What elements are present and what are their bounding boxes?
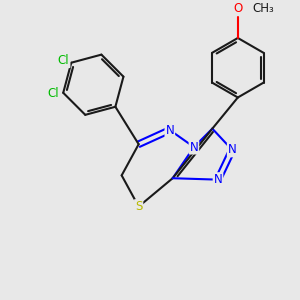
- Text: S: S: [135, 200, 142, 213]
- Text: CH₃: CH₃: [253, 2, 274, 15]
- Text: Cl: Cl: [47, 87, 58, 100]
- Text: O: O: [233, 2, 242, 15]
- Text: N: N: [228, 143, 236, 156]
- Text: N: N: [166, 124, 174, 136]
- Text: N: N: [190, 141, 198, 154]
- Text: Cl: Cl: [58, 54, 70, 67]
- Text: N: N: [214, 173, 222, 186]
